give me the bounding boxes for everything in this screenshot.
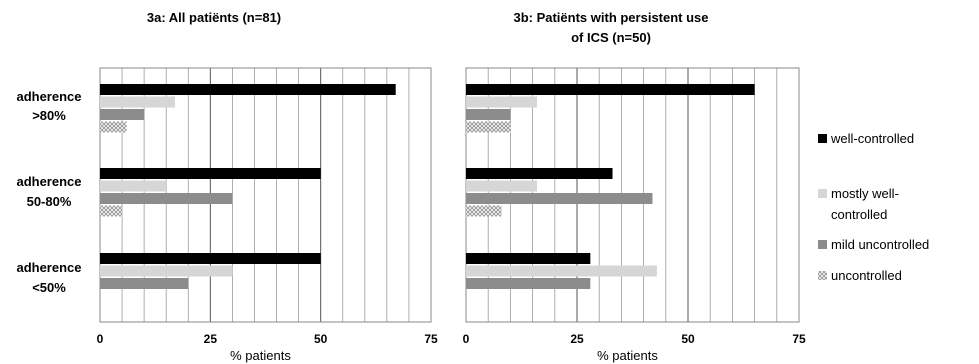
legend-label: uncontrolled [831,268,902,283]
x-tick-label: 0 [463,332,470,346]
category-label: <50% [32,280,66,295]
bar-well-controlled [466,253,591,264]
category-label: adherence [16,260,81,275]
bar-well-controlled [100,168,321,179]
bar-mild-uncontrolled [100,278,189,289]
chart-panel-3a: 3a: All patiënts (n=81) 0 25 50 75 % patients [97,10,438,363]
x-tick-label: 0 [97,332,104,346]
bar-mild-uncontrolled [100,109,145,120]
bar-uncontrolled [100,121,127,133]
legend-swatch [818,189,827,198]
bar-mild-uncontrolled [466,193,653,204]
bar-mostly-well-controlled [100,265,233,277]
x-tick-label: 25 [204,332,218,346]
bar-mostly-well-controlled [466,265,657,277]
chart-title-line: of ICS (n=50) [571,30,651,45]
legend-label: mostly well- [831,186,899,201]
legend-swatch [818,271,827,280]
bar-mild-uncontrolled [466,278,591,289]
x-tick-label: 25 [570,332,584,346]
x-axis-label: % patients [597,348,658,363]
bar-mostly-well-controlled [100,180,167,192]
bar-well-controlled [100,253,321,264]
x-tick-label: 50 [681,332,695,346]
bar-mostly-well-controlled [466,96,538,108]
legend-label: mild uncontrolled [831,237,929,252]
category-label: adherence [16,89,81,104]
bar-uncontrolled [466,205,502,217]
x-tick-label: 50 [314,332,328,346]
category-label: >80% [32,108,66,123]
chart-panel-3b: 3b: Patiënts with persistent use of ICS (… [463,10,806,363]
category-label: adherence [16,174,81,189]
bar-well-controlled [466,84,755,95]
bar-well-controlled [100,84,396,95]
bar-uncontrolled [466,121,511,133]
legend-swatch [818,134,827,143]
chart-title-line: 3b: Patiënts with persistent use [513,10,708,25]
category-label: 50-80% [27,194,72,209]
chart-title-line: 3a: All patiënts (n=81) [147,10,281,25]
bar-uncontrolled [100,205,123,217]
bar-mild-uncontrolled [100,193,233,204]
legend-swatch [818,240,827,249]
x-tick-label: 75 [792,332,806,346]
legend-label: well-controlled [830,131,914,146]
legend: well-controlled mostly well-controlled mil… [818,131,929,283]
bar-mostly-well-controlled [100,96,176,108]
bar-mostly-well-controlled [466,180,538,192]
bar-well-controlled [466,168,613,179]
x-axis-label: % patients [230,348,291,363]
legend-label: controlled [831,207,887,222]
x-tick-label: 75 [424,332,438,346]
bar-mild-uncontrolled [466,109,511,120]
